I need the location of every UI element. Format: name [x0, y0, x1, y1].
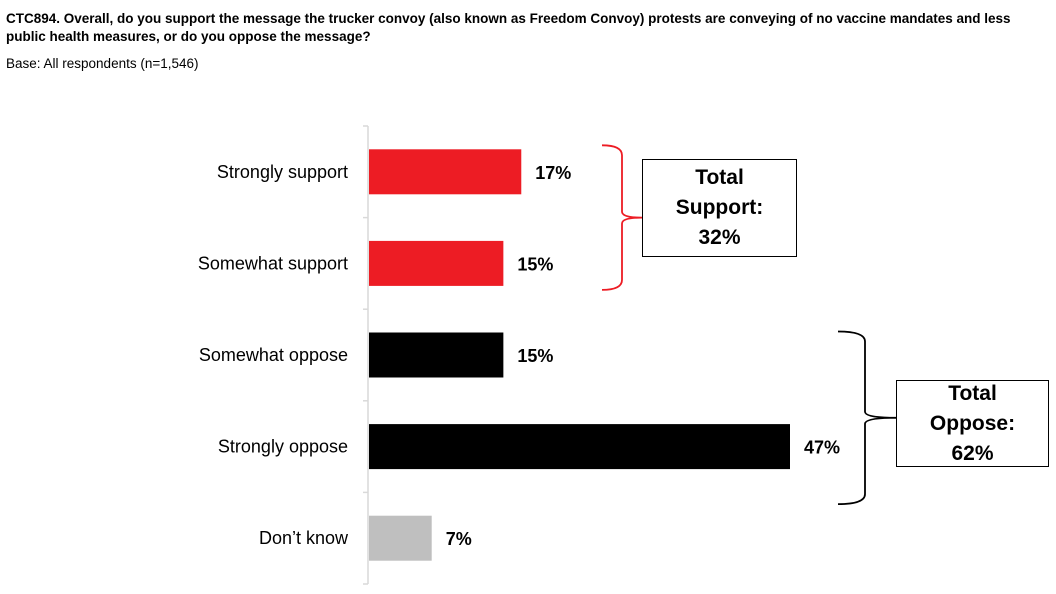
category-label: Strongly support — [217, 162, 348, 182]
total-oppose-value: 62% — [951, 441, 994, 465]
question-text: CTC894. Overall, do you support the mess… — [6, 11, 1011, 44]
bar — [369, 515, 432, 561]
total-support-box: Total Support: 32% — [642, 159, 797, 257]
bar — [369, 240, 504, 286]
total-support-line1: Total — [695, 166, 744, 189]
category-label: Somewhat oppose — [199, 345, 348, 365]
support-bracket — [601, 144, 643, 291]
value-label: 7% — [446, 529, 472, 549]
category-label: Somewhat support — [198, 253, 348, 273]
value-label: 47% — [804, 438, 840, 458]
value-label: 17% — [535, 163, 571, 183]
oppose-bracket — [837, 330, 897, 505]
total-oppose-line1: Total — [948, 381, 997, 405]
bar — [369, 332, 504, 378]
category-label: Strongly oppose — [218, 437, 348, 457]
value-label: 15% — [517, 346, 553, 366]
total-support-line2: Support: — [675, 196, 764, 219]
value-label: 15% — [517, 254, 553, 274]
category-label: Don’t know — [259, 528, 349, 548]
total-oppose-box: Total Oppose: 62% — [896, 380, 1049, 467]
bar — [369, 424, 790, 470]
base-text: Base: All respondents (n=1,546) — [6, 56, 199, 71]
total-oppose-line2: Oppose: — [929, 411, 1016, 435]
total-support-value: 32% — [698, 226, 741, 249]
bar — [369, 149, 522, 195]
